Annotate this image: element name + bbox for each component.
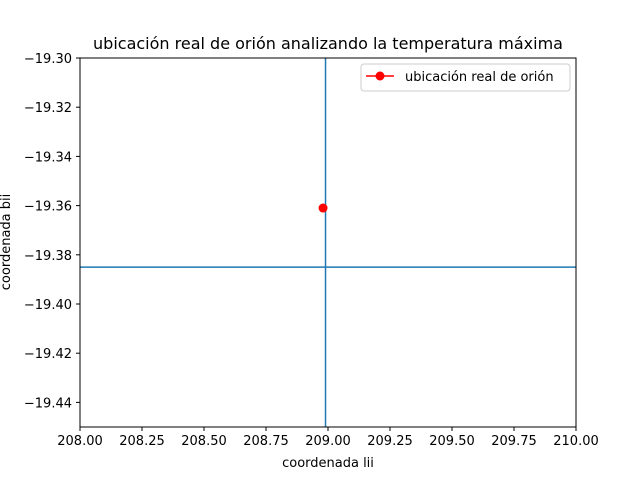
legend-box bbox=[360, 63, 571, 92]
legend: ubicación real de orión bbox=[360, 63, 571, 92]
y-tick-label: −19.44 bbox=[24, 396, 72, 411]
x-tick-label: 210.00 bbox=[553, 434, 599, 449]
legend-label: ubicación real de orión bbox=[405, 70, 554, 85]
x-tick-label: 209.25 bbox=[367, 434, 413, 449]
y-tick-label: −19.32 bbox=[24, 101, 72, 116]
data-points bbox=[318, 203, 328, 213]
chart-title: ubicación real de orión analizando la te… bbox=[93, 34, 563, 53]
plot-area bbox=[80, 58, 576, 427]
y-tick-label: −19.34 bbox=[24, 150, 72, 165]
x-tick-label: 208.00 bbox=[57, 434, 103, 449]
legend-marker bbox=[375, 71, 385, 81]
x-axis-ticks: 208.00 208.25 208.50 208.75 209.00 209.25 209.… bbox=[57, 427, 599, 449]
y-tick-label: −19.40 bbox=[24, 298, 72, 313]
y-axis-label: coordenada bii bbox=[0, 194, 14, 290]
x-tick-label: 208.50 bbox=[181, 434, 227, 449]
y-tick-label: −19.30 bbox=[24, 52, 72, 67]
x-tick-label: 209.00 bbox=[305, 434, 351, 449]
x-tick-label: 208.25 bbox=[119, 434, 165, 449]
x-axis-label: coordenada lii bbox=[282, 456, 374, 471]
y-tick-label: −19.42 bbox=[24, 347, 72, 362]
y-tick-label: −19.36 bbox=[24, 200, 72, 215]
data-point bbox=[318, 203, 328, 213]
x-tick-label: 209.75 bbox=[491, 434, 537, 449]
x-tick-label: 209.50 bbox=[429, 434, 475, 449]
x-tick-label: 208.75 bbox=[243, 434, 289, 449]
reference-lines bbox=[80, 58, 576, 427]
y-axis-ticks: −19.30 −19.32 −19.34 −19.36 −19.38 −19.40 −19.… bbox=[24, 52, 80, 411]
y-tick-label: −19.38 bbox=[24, 249, 72, 264]
